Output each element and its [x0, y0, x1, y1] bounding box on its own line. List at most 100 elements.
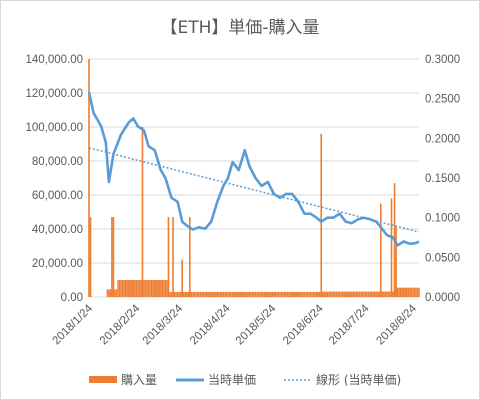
bar	[270, 291, 272, 297]
bar	[387, 291, 390, 297]
bar	[138, 280, 141, 297]
bar	[369, 291, 371, 297]
bar	[250, 291, 252, 297]
bar	[299, 291, 301, 297]
bar	[144, 280, 147, 297]
y-left-tick-label: 0.00	[61, 292, 83, 304]
bar	[389, 291, 391, 297]
bar	[363, 291, 365, 297]
bar	[190, 291, 193, 297]
bar	[401, 287, 403, 297]
bar	[147, 280, 150, 297]
bar	[361, 291, 364, 297]
bar	[377, 291, 379, 297]
bar	[302, 291, 304, 297]
bar	[317, 291, 319, 297]
bar	[89, 217, 92, 297]
bar	[407, 287, 410, 297]
bar	[326, 291, 329, 297]
y-left-tick-label: 80,000.00	[32, 156, 83, 168]
bar	[271, 291, 274, 297]
bar	[120, 280, 122, 297]
bar	[251, 291, 254, 297]
bar	[199, 291, 202, 297]
bar	[212, 291, 214, 297]
bar	[88, 59, 90, 297]
bar	[335, 291, 338, 297]
bar	[221, 291, 223, 297]
bar	[325, 291, 327, 297]
bar	[253, 291, 255, 297]
bar	[318, 291, 321, 297]
bar	[337, 291, 339, 297]
bar	[334, 291, 336, 297]
bar	[187, 291, 190, 297]
bar	[225, 291, 228, 297]
bar	[181, 259, 183, 297]
bar	[184, 291, 186, 297]
y-axis-right: 0.0000 0.0500 0.1000 0.1500 0.2000 0.2500 0.30…	[425, 54, 460, 304]
y-left-tick-label: 100,000.00	[25, 122, 83, 134]
bar	[257, 291, 260, 297]
bar	[245, 291, 248, 297]
bar	[207, 291, 209, 297]
bar	[346, 291, 348, 297]
bar	[259, 291, 261, 297]
bar	[338, 291, 341, 297]
bar	[273, 291, 275, 297]
bar	[124, 280, 127, 297]
bar	[280, 291, 283, 297]
x-tick-label: 2018/3/24	[141, 302, 186, 347]
bar	[192, 291, 194, 297]
y-left-tick-label: 20,000.00	[32, 258, 83, 270]
bar	[166, 280, 168, 297]
bar	[373, 291, 376, 297]
bar	[256, 291, 258, 297]
bar	[282, 291, 284, 297]
bar	[239, 291, 241, 297]
bar	[219, 291, 222, 297]
bar	[118, 280, 121, 297]
bar	[150, 280, 153, 297]
bar	[224, 291, 226, 297]
bar	[238, 291, 240, 297]
bar	[293, 291, 295, 297]
bar	[309, 291, 312, 297]
bar	[300, 291, 303, 297]
bar	[146, 280, 148, 297]
bar	[398, 287, 400, 297]
legend-swatch-bar	[89, 376, 117, 383]
bar	[354, 291, 356, 297]
bar	[328, 291, 330, 297]
bar	[163, 280, 165, 297]
bar	[306, 291, 309, 297]
bar	[247, 291, 249, 297]
bar	[167, 217, 170, 297]
bar	[234, 291, 237, 297]
bar	[392, 291, 394, 297]
y-right-tick-label: 0.0000	[425, 292, 460, 304]
bar	[416, 287, 419, 297]
bar	[112, 217, 115, 297]
bar	[279, 291, 281, 297]
bar	[332, 291, 335, 297]
bar	[198, 291, 200, 297]
bar	[227, 291, 229, 297]
y-right-tick-label: 0.1000	[425, 213, 460, 225]
bar	[121, 280, 124, 297]
bar	[233, 291, 235, 297]
bar	[137, 280, 139, 297]
bar	[164, 280, 167, 297]
bar	[370, 291, 373, 297]
bar	[218, 291, 220, 297]
bar	[344, 291, 347, 297]
bar	[241, 291, 243, 297]
y-left-tick-label: 40,000.00	[32, 224, 83, 236]
bar	[355, 291, 358, 297]
bar	[126, 280, 128, 297]
bar	[329, 291, 332, 297]
bar	[115, 289, 118, 297]
x-tick-label: 2018/5/24	[234, 302, 279, 347]
y-right-tick-label: 0.2000	[425, 133, 460, 145]
